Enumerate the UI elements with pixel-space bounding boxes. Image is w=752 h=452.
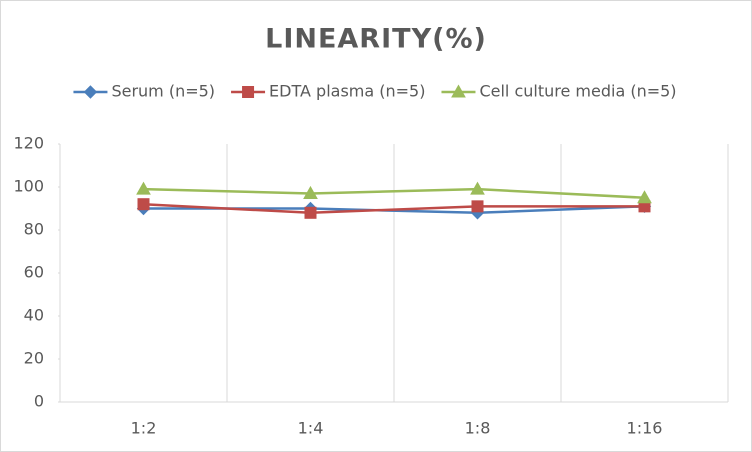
marker — [471, 200, 484, 213]
series-line — [143, 202, 645, 215]
x-tick-label: 1:8 — [465, 419, 491, 438]
y-tick-label: 40 — [24, 306, 44, 325]
marker — [136, 181, 151, 195]
y-tick-label: 100 — [13, 177, 44, 196]
marker — [451, 84, 466, 98]
marker — [83, 85, 98, 99]
marker — [470, 181, 485, 195]
marker — [637, 190, 652, 204]
legend-label: EDTA plasma (n=5) — [269, 82, 425, 101]
y-tick-label: 120 — [13, 134, 44, 153]
marker — [242, 86, 255, 98]
marker — [137, 198, 150, 211]
marker — [303, 185, 318, 199]
legend-label: Serum (n=5) — [111, 82, 215, 101]
series-line — [143, 187, 645, 199]
legend-label: Cell culture media (n=5) — [479, 82, 676, 101]
x-tick-label: 1:16 — [627, 419, 663, 438]
y-tick-label: 0 — [34, 392, 44, 411]
y-tick-label: 80 — [24, 220, 44, 239]
y-tick-label: 20 — [24, 349, 44, 368]
marker — [304, 206, 317, 219]
x-tick-label: 1:4 — [298, 419, 324, 438]
chart-title: LINEARITY(%) — [265, 24, 487, 55]
x-tick-label: 1:2 — [131, 419, 157, 438]
y-tick-label: 60 — [24, 263, 44, 282]
